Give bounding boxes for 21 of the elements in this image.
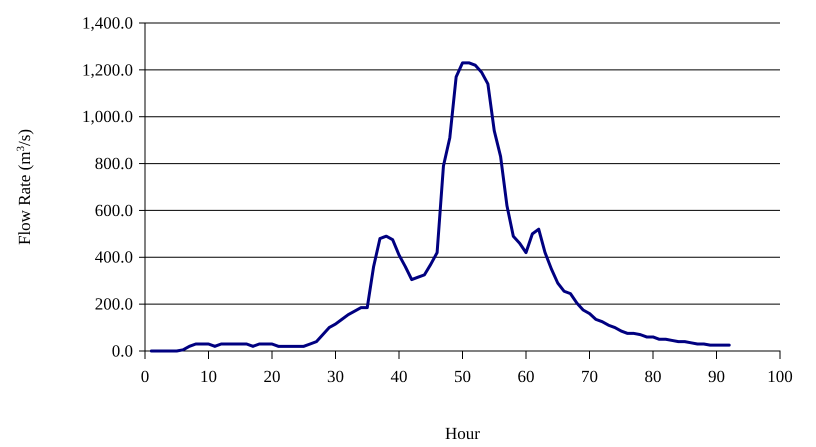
y-tick-label: 400.0: [94, 248, 133, 267]
y-tick-label: 1,200.0: [82, 60, 133, 80]
y-tick-label: 800.0: [94, 154, 133, 174]
y-tick-label: 1,000.0: [82, 107, 133, 126]
y-tick-label: 0.0: [112, 341, 133, 360]
x-tick-label: 0: [140, 367, 150, 386]
x-tick-label: 80: [644, 367, 662, 386]
y-tick-label: 200.0: [94, 294, 133, 314]
x-tick-label: 100: [767, 367, 793, 386]
x-tick-label: 70: [581, 367, 598, 386]
y-tick-label: 600.0: [94, 200, 133, 220]
x-tick-label: 90: [708, 367, 725, 386]
x-tick-label: 20: [264, 367, 280, 386]
x-tick-label: 10: [200, 367, 217, 386]
x-tick-label: 40: [390, 367, 408, 386]
x-tick-label: 30: [327, 367, 344, 386]
y-tick-label: 1,400.0: [82, 13, 133, 32]
x-axis-title: Hour: [445, 424, 480, 443]
x-tick-label: 50: [454, 367, 471, 386]
line-series: [150, 61, 731, 352]
x-tick-label: 60: [518, 367, 534, 386]
